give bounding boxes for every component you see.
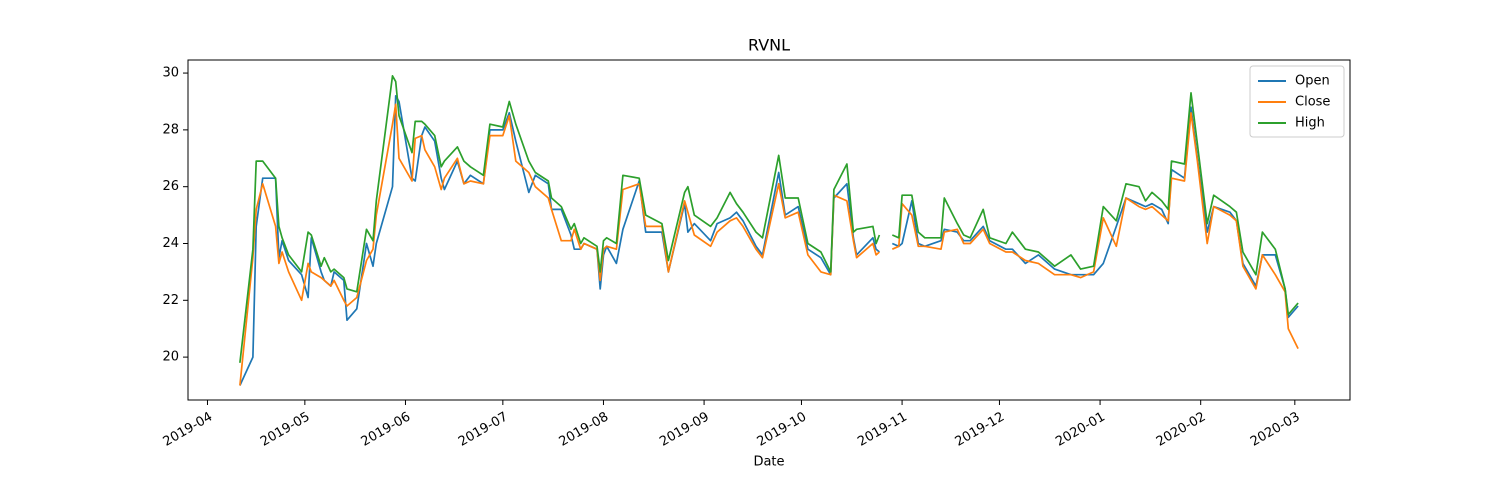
x-tick-label: 2020-01 [1053, 410, 1108, 450]
legend-label: High [1295, 116, 1325, 131]
x-tick-label: 2019-12 [953, 410, 1008, 450]
y-tick-label: 24 [162, 236, 179, 251]
y-tick-label: 20 [162, 350, 179, 365]
chart-title: RVNL [748, 36, 790, 55]
x-tick-label: 2019-11 [855, 410, 910, 450]
x-tick-label: 2019-09 [657, 410, 712, 450]
x-tick-label: 2019-07 [456, 410, 511, 450]
x-tick-label: 2019-04 [161, 410, 216, 450]
x-tick-label: 2019-08 [557, 410, 612, 450]
plot-frame [187, 59, 1351, 401]
line-series [239, 75, 1299, 363]
x-axis-label: Date [753, 455, 784, 470]
line-series [239, 103, 1299, 386]
x-tick-label: 2019-05 [258, 410, 313, 450]
y-tick-label: 26 [162, 179, 179, 194]
y-tick-label: 28 [162, 122, 179, 137]
legend-label: Open [1295, 74, 1330, 89]
legend-label: Close [1295, 95, 1330, 110]
x-tick-label: 2019-10 [755, 410, 810, 450]
x-tick-label: 2020-02 [1154, 410, 1209, 450]
x-tick-label: 2019-06 [359, 410, 414, 450]
y-tick-label: 30 [162, 66, 179, 81]
x-tick-label: 2020-03 [1248, 410, 1303, 450]
legend-box [1249, 65, 1345, 138]
y-tick-label: 22 [162, 293, 179, 308]
